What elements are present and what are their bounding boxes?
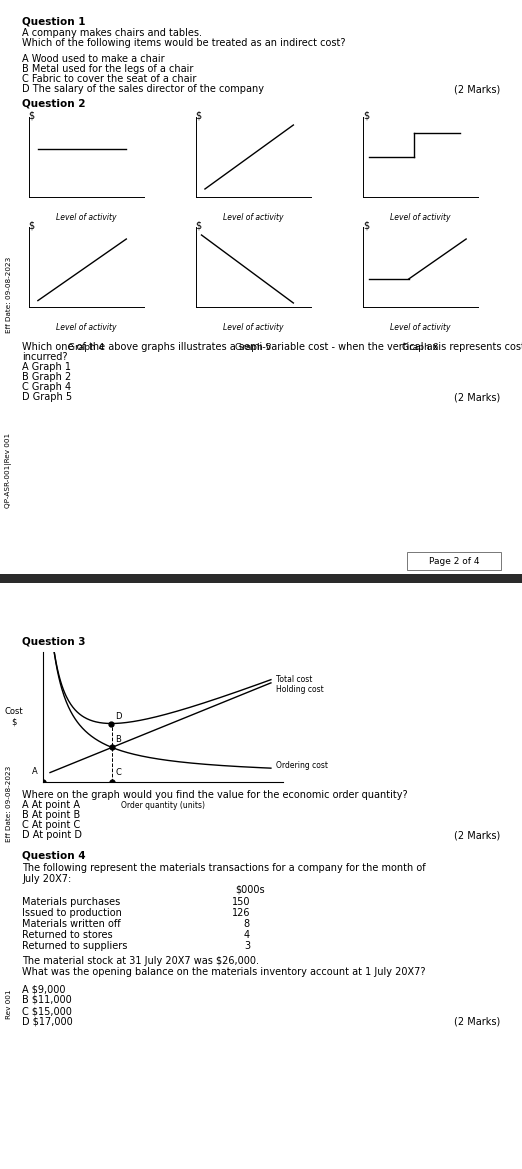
Text: Eff Date: 09-08-2023: Eff Date: 09-08-2023 <box>6 766 12 842</box>
Text: A At point A: A At point A <box>22 800 80 810</box>
Text: Level of activity: Level of activity <box>390 323 450 332</box>
Text: Returned to suppliers: Returned to suppliers <box>22 941 127 952</box>
Text: D $17,000: D $17,000 <box>22 1017 73 1028</box>
Text: $000s: $000s <box>235 885 265 895</box>
Text: C Graph 4: C Graph 4 <box>22 382 71 392</box>
Text: July 20X7:: July 20X7: <box>22 874 71 884</box>
Text: D: D <box>115 712 122 721</box>
Text: Which of the following items would be treated as an indirect cost?: Which of the following items would be tr… <box>22 39 346 48</box>
Text: $: $ <box>363 221 369 230</box>
Text: Materials written off: Materials written off <box>22 919 121 929</box>
Text: $: $ <box>29 221 35 230</box>
Text: Graph 4: Graph 4 <box>68 343 104 352</box>
Text: Level of activity: Level of activity <box>223 213 283 222</box>
Text: Total cost: Total cost <box>276 676 312 684</box>
Text: A Graph 1: A Graph 1 <box>22 362 71 372</box>
Text: Level of activity: Level of activity <box>390 213 450 222</box>
Text: D At point D: D At point D <box>22 830 82 841</box>
Text: B Metal used for the legs of a chair: B Metal used for the legs of a chair <box>22 64 193 74</box>
Text: A company makes chairs and tables.: A company makes chairs and tables. <box>22 28 202 39</box>
Text: Question 3: Question 3 <box>22 636 86 646</box>
Text: $: $ <box>196 111 202 120</box>
Text: D The salary of the sales director of the company: D The salary of the sales director of th… <box>22 84 264 94</box>
Text: 150: 150 <box>231 897 250 907</box>
Text: B: B <box>115 734 122 743</box>
Text: Question 1: Question 1 <box>22 16 86 26</box>
Text: 8: 8 <box>244 919 250 929</box>
Text: Question 2: Question 2 <box>22 98 86 108</box>
Text: B At point B: B At point B <box>22 810 80 819</box>
Text: B Graph 2: B Graph 2 <box>22 372 71 382</box>
Text: C Fabric to cover the seat of a chair: C Fabric to cover the seat of a chair <box>22 74 196 84</box>
Text: Cost
$: Cost $ <box>5 707 23 727</box>
Text: $: $ <box>29 111 35 120</box>
Text: QP-ASR-001|Rev 001: QP-ASR-001|Rev 001 <box>6 433 13 507</box>
FancyBboxPatch shape <box>407 552 501 570</box>
Text: (2 Marks): (2 Marks) <box>454 830 500 841</box>
Text: Level of activity: Level of activity <box>56 323 116 332</box>
Text: (2 Marks): (2 Marks) <box>454 84 500 94</box>
Text: 4: 4 <box>244 931 250 940</box>
Text: C: C <box>115 768 122 776</box>
Text: $: $ <box>363 111 369 120</box>
Text: (2 Marks): (2 Marks) <box>454 1017 500 1028</box>
Text: $: $ <box>196 221 202 230</box>
Text: Where on the graph would you find the value for the economic order quantity?: Where on the graph would you find the va… <box>22 790 408 800</box>
Text: Eff Date: 09-08-2023: Eff Date: 09-08-2023 <box>6 257 12 333</box>
Text: Ordering cost: Ordering cost <box>276 761 328 770</box>
Text: The following represent the materials transactions for a company for the month o: The following represent the materials tr… <box>22 863 425 873</box>
Text: B $11,000: B $11,000 <box>22 995 72 1005</box>
Text: Materials purchases: Materials purchases <box>22 897 120 907</box>
Bar <box>0 574 522 583</box>
Text: Graph 6: Graph 6 <box>402 343 438 352</box>
Text: Level of activity: Level of activity <box>56 213 116 222</box>
Text: incurred?: incurred? <box>22 352 67 362</box>
Text: Page 2 of 4: Page 2 of 4 <box>429 556 479 566</box>
Text: Returned to stores: Returned to stores <box>22 931 113 940</box>
Text: A Wood used to make a chair: A Wood used to make a chair <box>22 54 164 64</box>
Text: 3: 3 <box>244 941 250 952</box>
Text: Graph 5: Graph 5 <box>235 343 271 352</box>
Text: (2 Marks): (2 Marks) <box>454 392 500 402</box>
Text: C At point C: C At point C <box>22 819 80 830</box>
Text: C $15,000: C $15,000 <box>22 1007 72 1016</box>
Text: Order quantity (units): Order quantity (units) <box>121 802 205 810</box>
Text: A $9,000: A $9,000 <box>22 984 65 994</box>
Text: D Graph 5: D Graph 5 <box>22 392 72 402</box>
Text: What was the opening balance on the materials inventory account at 1 July 20X7?: What was the opening balance on the mate… <box>22 967 425 977</box>
Text: Which one of the above graphs illustrates a semi-variable cost - when the vertic: Which one of the above graphs illustrate… <box>22 343 522 352</box>
Text: Graph 1: Graph 1 <box>68 233 104 242</box>
Text: Issued to production: Issued to production <box>22 908 122 918</box>
Text: Holding cost: Holding cost <box>276 685 324 694</box>
Text: A: A <box>32 767 38 775</box>
Text: Question 4: Question 4 <box>22 850 86 860</box>
Text: 126: 126 <box>231 908 250 918</box>
Text: Rev 001: Rev 001 <box>6 989 12 1018</box>
Text: Graph 2: Graph 2 <box>235 233 271 242</box>
Text: The material stock at 31 July 20X7 was $26,000.: The material stock at 31 July 20X7 was $… <box>22 956 259 966</box>
Text: Level of activity: Level of activity <box>223 323 283 332</box>
Text: Graph 3: Graph 3 <box>402 233 438 242</box>
